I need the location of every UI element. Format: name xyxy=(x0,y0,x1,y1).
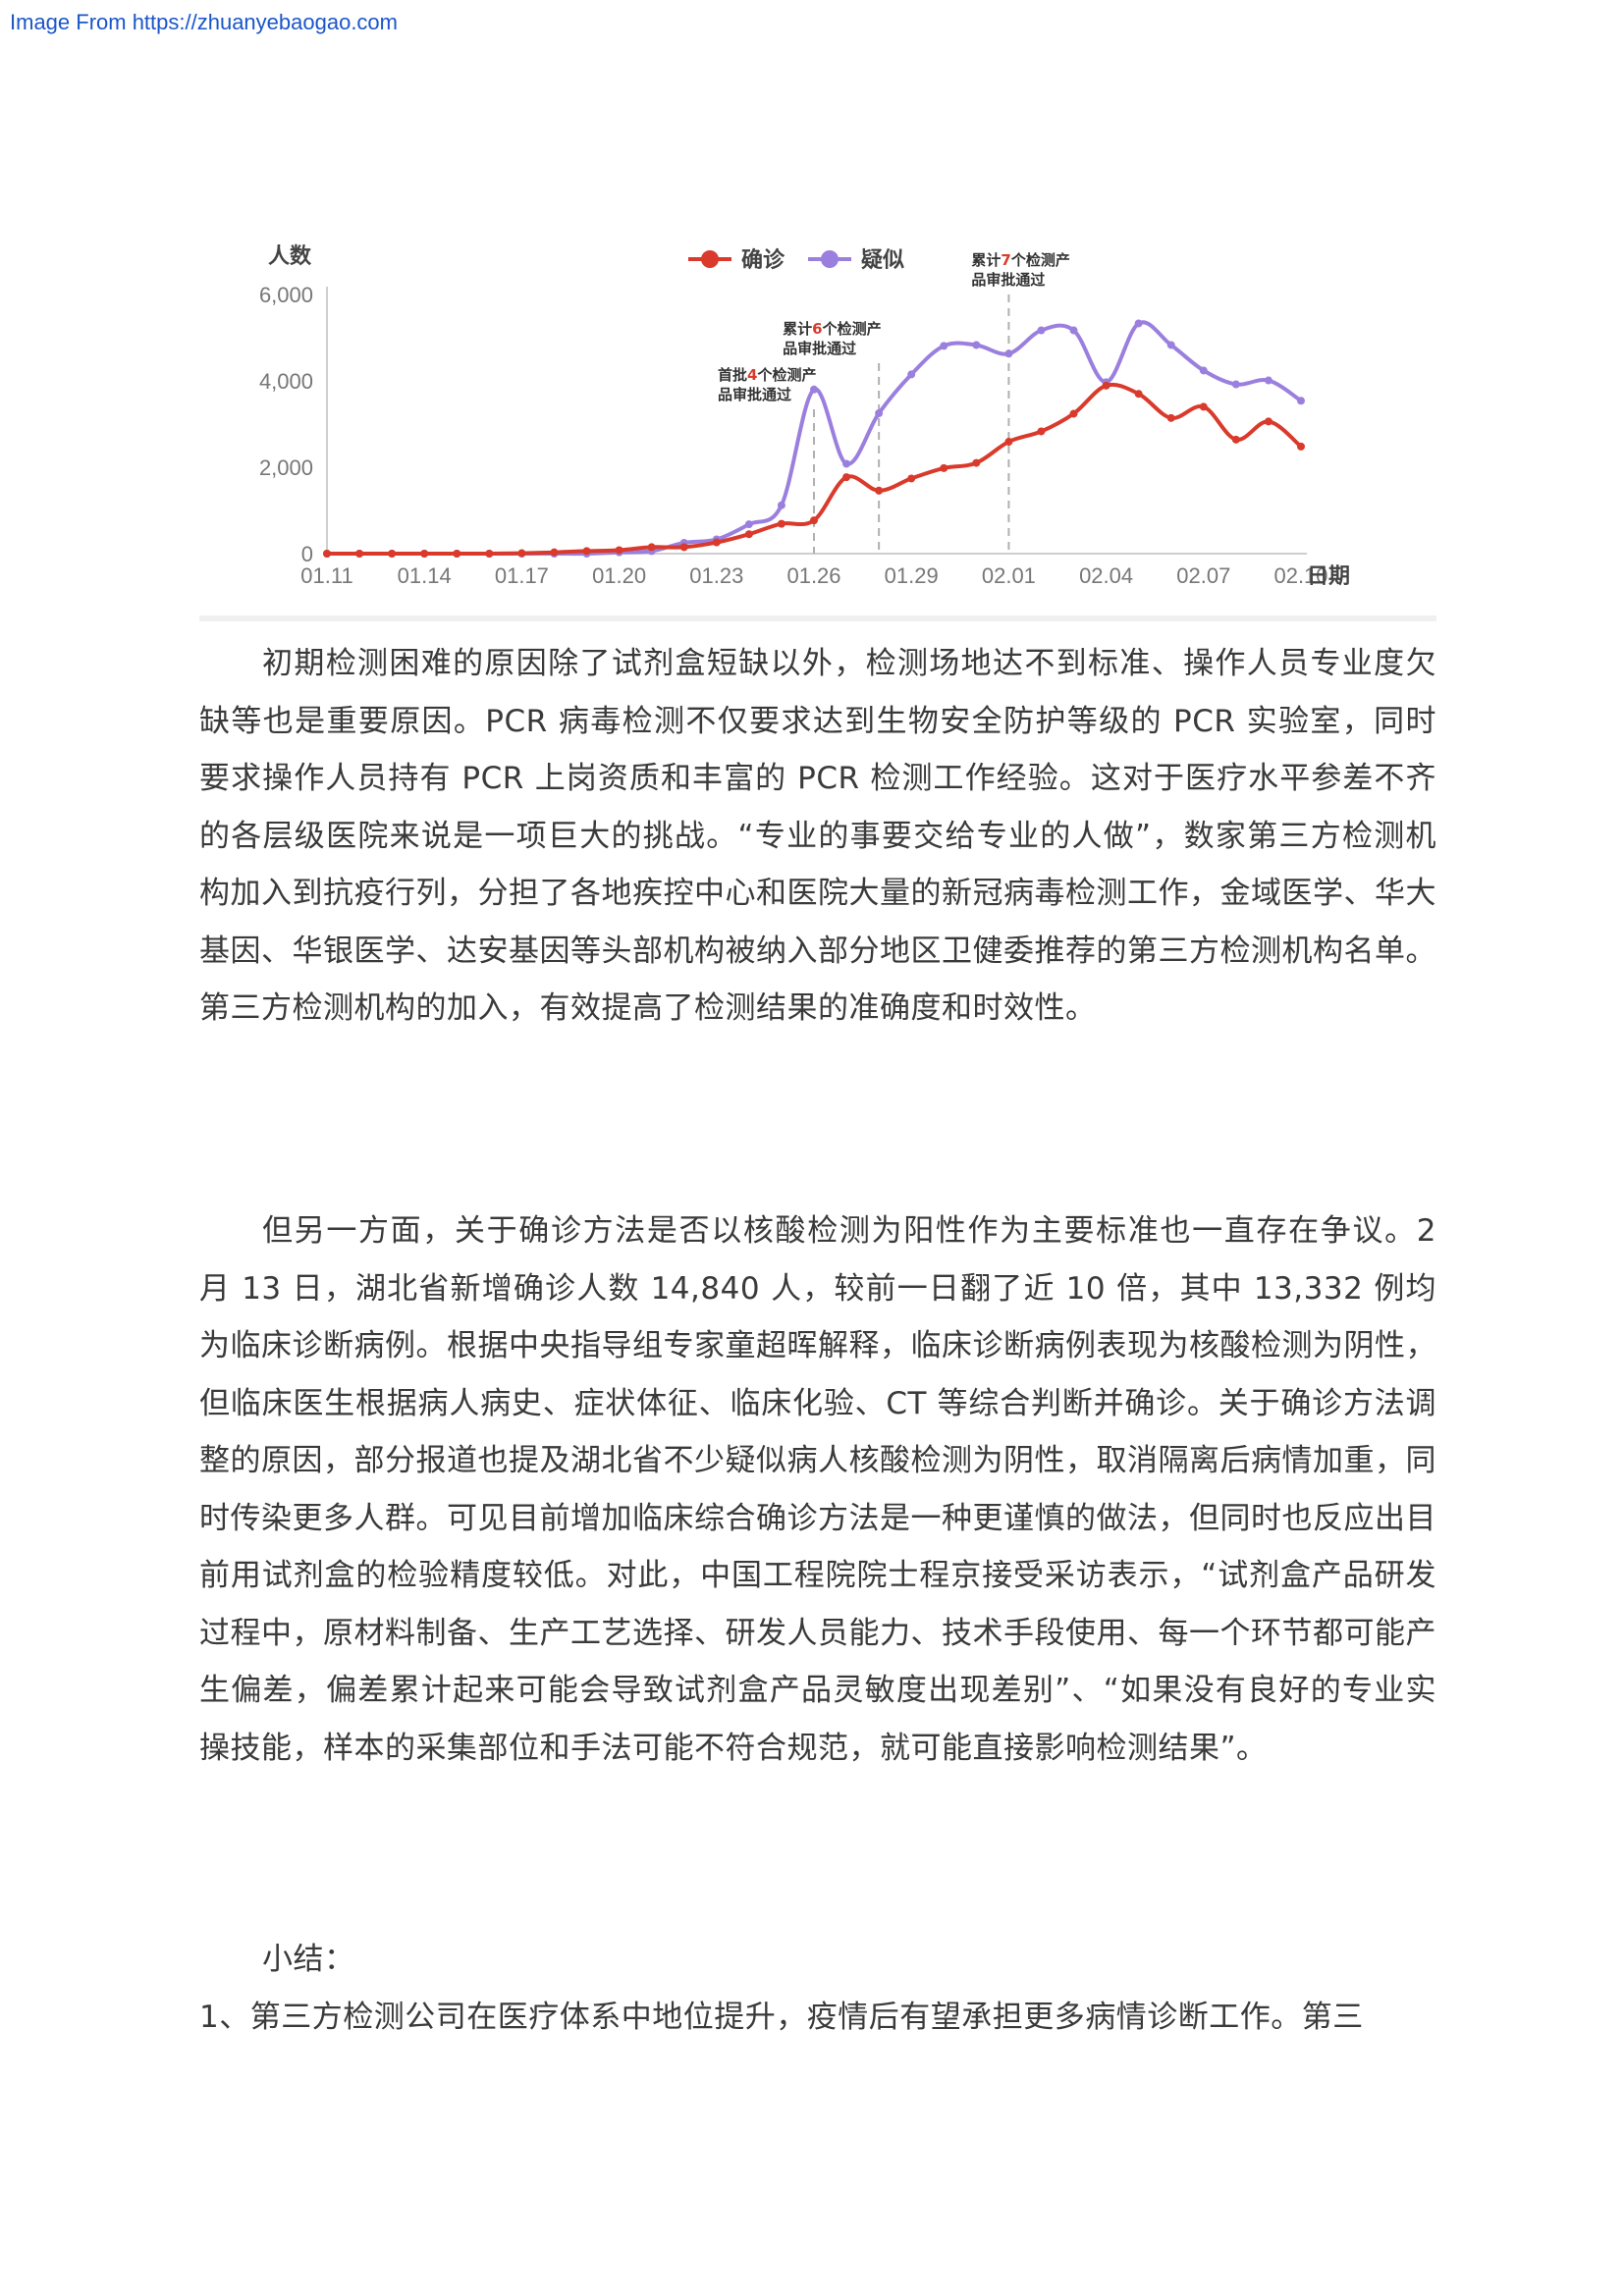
annotation-text-line-1: 累计6个检测产 xyxy=(783,320,881,338)
data-point-confirmed xyxy=(550,548,559,557)
data-point-suspected xyxy=(1037,326,1046,335)
x-tick-label: 02.04 xyxy=(1079,563,1133,588)
y-tick-label: 0 xyxy=(301,542,313,566)
annotation-text-part: 个检测产 xyxy=(1010,251,1070,269)
data-point-suspected xyxy=(1004,349,1013,358)
summary-heading-block: 小结： xyxy=(199,1931,1436,1989)
y-tick-label: 2,000 xyxy=(259,455,313,480)
data-point-confirmed xyxy=(420,550,429,558)
data-point-confirmed xyxy=(744,530,753,539)
x-tick-label: 02.01 xyxy=(982,563,1036,588)
annotation-text-part: 累计 xyxy=(783,320,812,338)
paragraph-testing-difficulty: 初期检测困难的原因除了试剂盒短缺以外，检测场地达不到标准、操作人员专业度欠缺等也… xyxy=(199,635,1436,1038)
data-point-suspected xyxy=(1134,319,1143,328)
data-point-confirmed xyxy=(323,550,331,558)
data-point-confirmed xyxy=(517,549,526,558)
annotation-text-part: 个检测产 xyxy=(756,366,816,384)
epidemic-line-chart: 人数 0 2,000 4,000 6,000 01.11 01.14 01.17 01.20 01… xyxy=(199,228,1436,621)
x-tick-label: 02.07 xyxy=(1176,563,1230,588)
data-point-suspected xyxy=(810,385,818,394)
annotation-text-line-2: 品审批通过 xyxy=(971,271,1045,289)
data-point-confirmed xyxy=(842,473,851,482)
data-point-confirmed xyxy=(388,550,397,558)
annotation-text-line-1: 首批4个检测产 xyxy=(718,366,816,384)
annotation-text-part: 个检测产 xyxy=(822,320,882,338)
y-tick-label: 6,000 xyxy=(259,283,313,307)
x-tick-label: 02.10 xyxy=(1273,563,1327,588)
x-tick-label: 01.23 xyxy=(689,563,743,588)
data-point-confirmed xyxy=(907,474,916,483)
data-point-confirmed xyxy=(647,543,656,552)
summary-item-1: 1、第三方检测公司在医疗体系中地位提升，疫情后有望承担更多病情诊断工作。第三 xyxy=(199,2000,1364,2035)
data-point-confirmed xyxy=(972,458,981,467)
legend-marker xyxy=(701,250,719,268)
data-point-confirmed xyxy=(1199,402,1208,411)
paragraph-diagnosis-method: 但另一方面，关于确诊方法是否以核酸检测为阳性作为主要标准也一直存在争议。2 月 … xyxy=(199,1202,1436,1777)
data-point-confirmed xyxy=(582,547,591,556)
data-point-confirmed xyxy=(1069,409,1078,418)
data-point-confirmed xyxy=(777,519,785,528)
legend-marker xyxy=(821,250,839,268)
data-point-suspected xyxy=(1069,326,1078,335)
chart-svg: 人数 0 2,000 4,000 6,000 01.11 01.14 01.17 01.20 01… xyxy=(259,243,1350,589)
data-point-confirmed xyxy=(453,550,461,558)
data-point-confirmed xyxy=(1166,413,1175,422)
x-axis-title: 日期 xyxy=(1307,564,1350,589)
paragraph-2-text: 但另一方面，关于确诊方法是否以核酸检测为阳性作为主要标准也一直存在争议。2 月 … xyxy=(199,1213,1436,1766)
x-tick-label: 01.20 xyxy=(592,563,646,588)
data-point-confirmed xyxy=(1134,390,1143,399)
data-point-suspected xyxy=(972,341,981,349)
data-point-confirmed xyxy=(875,486,884,495)
data-point-confirmed xyxy=(1264,417,1272,426)
annotation-text-line-2: 品审批通过 xyxy=(783,340,856,357)
data-point-confirmed xyxy=(355,550,364,558)
data-point-confirmed xyxy=(615,546,623,555)
data-point-suspected xyxy=(744,520,753,529)
annotation-text-part: 6 xyxy=(812,320,822,338)
legend-label: 确诊 xyxy=(741,247,785,273)
data-point-suspected xyxy=(875,409,884,417)
summary-item-block: 1、第三方检测公司在医疗体系中地位提升，疫情后有望承担更多病情诊断工作。第三 xyxy=(199,1989,1436,2047)
data-point-confirmed xyxy=(1004,438,1013,447)
data-point-suspected xyxy=(907,370,916,379)
data-point-confirmed xyxy=(712,538,721,547)
source-watermark: Image From https://zhuanyebaogao.com xyxy=(10,10,398,34)
x-tick-label: 01.17 xyxy=(495,563,549,588)
y-tick-label: 4,000 xyxy=(259,369,313,394)
data-point-confirmed xyxy=(1297,442,1305,451)
annotation-text-part: 4 xyxy=(747,366,757,384)
data-point-suspected xyxy=(1264,376,1272,385)
data-point-suspected xyxy=(777,501,785,509)
x-tick-label: 01.26 xyxy=(786,563,840,588)
data-point-suspected xyxy=(1166,341,1175,349)
data-point-confirmed xyxy=(1231,435,1240,444)
annotation-text-part: 首批 xyxy=(718,366,747,384)
x-tick-label: 01.29 xyxy=(885,563,939,588)
legend-label: 疑似 xyxy=(861,248,904,273)
annotation-text-line-1: 累计7个检测产 xyxy=(971,251,1069,269)
data-point-suspected xyxy=(940,342,948,350)
data-point-confirmed xyxy=(810,516,818,525)
annotation-text-part: 7 xyxy=(1001,251,1010,269)
data-point-suspected xyxy=(1231,380,1240,389)
x-tick-label: 01.11 xyxy=(300,563,352,588)
data-point-confirmed xyxy=(1102,381,1110,390)
paragraph-1-text: 初期检测困难的原因除了试剂盒短缺以外，检测场地达不到标准、操作人员专业度欠缺等也… xyxy=(199,646,1436,1026)
data-point-confirmed xyxy=(485,550,494,558)
data-point-suspected xyxy=(1297,397,1305,405)
annotation-text-part: 累计 xyxy=(971,251,1001,269)
data-point-suspected xyxy=(1199,366,1208,375)
summary-heading: 小结： xyxy=(262,1942,355,1977)
data-point-confirmed xyxy=(679,543,688,552)
data-point-confirmed xyxy=(940,463,948,472)
data-point-suspected xyxy=(842,459,851,468)
x-tick-label: 01.14 xyxy=(398,563,452,588)
data-point-confirmed xyxy=(1037,427,1046,436)
y-axis-title: 人数 xyxy=(268,243,312,269)
annotation-text-line-2: 品审批通过 xyxy=(718,386,791,403)
